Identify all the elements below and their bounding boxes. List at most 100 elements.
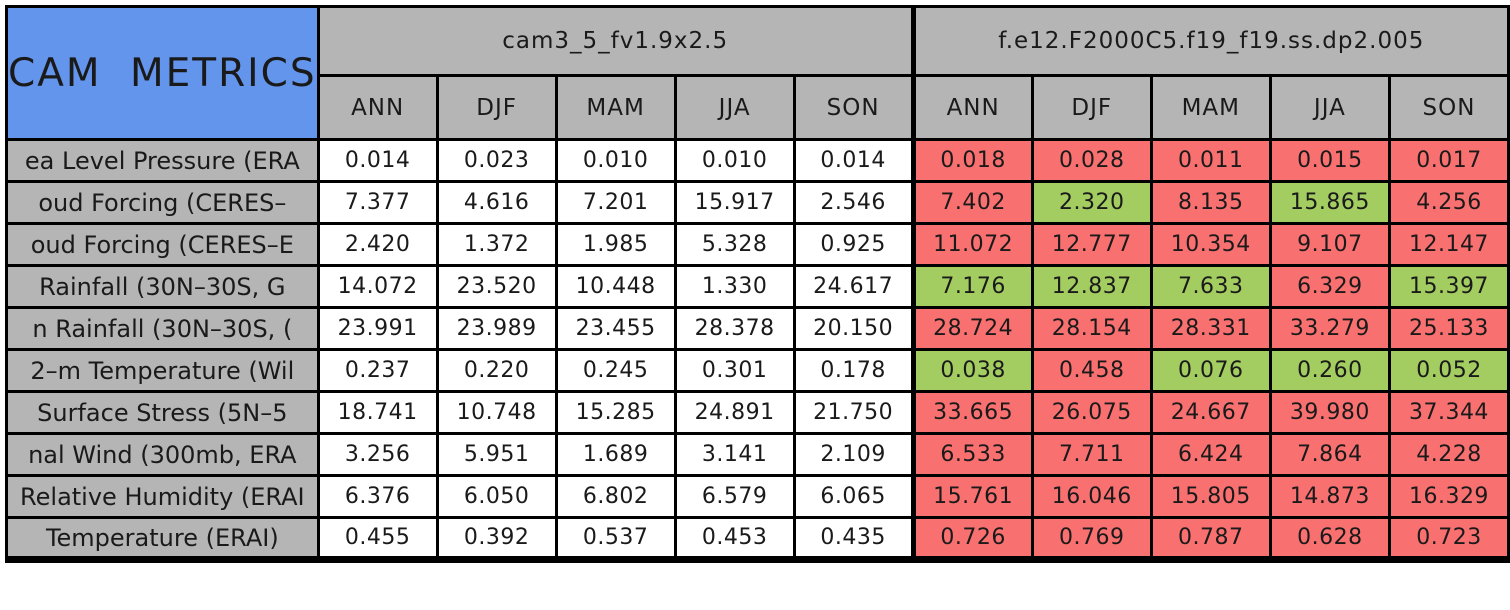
cell-g2-son: 0.723	[1387, 516, 1510, 561]
cell-g1-mam: 15.285	[554, 390, 677, 435]
cell-g2-djf: 26.075	[1030, 390, 1153, 435]
cell-g1-son: 20.150	[792, 306, 915, 351]
table-row: Surface Stress (5N–5 18.741 10.748 15.285 24…	[5, 390, 1510, 435]
row-label: Surface Stress (5N–5	[5, 390, 320, 435]
group-header-test-run: f.e12.F2000C5.f19_f19.ss.dp2.005	[910, 5, 1510, 77]
cell-g1-mam: 6.802	[554, 474, 677, 519]
cell-g1-ann: 2.420	[316, 222, 439, 267]
cell-g1-djf: 23.520	[435, 264, 558, 309]
cell-g2-jja: 14.873	[1268, 474, 1391, 519]
table-body: ea Level Pressure (ERA 0.014 0.023 0.010 0.0…	[5, 138, 1510, 561]
cell-g2-mam: 7.633	[1149, 264, 1272, 309]
cell-g1-jja: 28.378	[673, 306, 796, 351]
cell-g1-djf: 0.392	[435, 516, 558, 561]
cell-g1-son: 2.546	[792, 180, 915, 225]
cell-g2-ann: 28.724	[910, 306, 1034, 351]
season-header-g2-ann: ANN	[910, 74, 1034, 141]
cell-g1-jja: 5.328	[673, 222, 796, 267]
season-header-row: ANN DJF MAM JJA SON ANN DJF MAM JJA SON	[7, 74, 1510, 141]
table-row: ea Level Pressure (ERA 0.014 0.023 0.010 0.0…	[5, 138, 1510, 183]
cell-g1-ann: 6.376	[316, 474, 439, 519]
cell-g2-mam: 15.805	[1149, 474, 1272, 519]
cell-g2-son: 12.147	[1387, 222, 1510, 267]
cell-g2-ann: 33.665	[910, 390, 1034, 435]
cell-g2-son: 0.052	[1387, 348, 1510, 393]
cell-g1-djf: 6.050	[435, 474, 558, 519]
season-header-g2-djf: DJF	[1030, 74, 1153, 141]
cell-g2-djf: 2.320	[1030, 180, 1153, 225]
cell-g1-ann: 0.237	[316, 348, 439, 393]
cell-g2-jja: 39.980	[1268, 390, 1391, 435]
cell-g2-mam: 0.076	[1149, 348, 1272, 393]
cell-g1-djf: 0.220	[435, 348, 558, 393]
cell-g1-son: 24.617	[792, 264, 915, 309]
group-header-row: CAM METRICS cam3_5_fv1.9x2.5 f.e12.F2000…	[5, 5, 1510, 141]
cell-g1-jja: 6.579	[673, 474, 796, 519]
cell-g2-ann: 0.038	[910, 348, 1034, 393]
cell-g1-mam: 7.201	[554, 180, 677, 225]
season-header-g2-jja: JJA	[1268, 74, 1391, 141]
cell-g1-djf: 23.989	[435, 306, 558, 351]
cell-g1-mam: 0.245	[554, 348, 677, 393]
table-row: Temperature (ERAI) 0.455 0.392 0.537 0.453 0.…	[5, 516, 1510, 561]
season-header-g1-jja: JJA	[673, 74, 796, 141]
cell-g2-jja: 0.628	[1268, 516, 1391, 561]
cell-g2-ann: 0.726	[910, 516, 1034, 561]
cell-g2-ann: 7.176	[910, 264, 1034, 309]
cell-g1-mam: 0.537	[554, 516, 677, 561]
row-label: Temperature (ERAI)	[5, 516, 320, 561]
cell-g2-mam: 24.667	[1149, 390, 1272, 435]
cell-g1-son: 6.065	[792, 474, 915, 519]
cell-g2-jja: 15.865	[1268, 180, 1391, 225]
cell-g1-ann: 7.377	[316, 180, 439, 225]
cell-g1-djf: 1.372	[435, 222, 558, 267]
table-row: Rainfall (30N–30S, G 14.072 23.520 10.448 1.…	[5, 264, 1510, 309]
cell-g2-mam: 10.354	[1149, 222, 1272, 267]
cell-g2-son: 4.228	[1387, 432, 1510, 477]
cell-g2-ann: 0.018	[910, 138, 1034, 183]
cell-g2-son: 4.256	[1387, 180, 1510, 225]
cell-g2-djf: 16.046	[1030, 474, 1153, 519]
row-label: Relative Humidity (ERAI	[5, 474, 320, 519]
cell-g1-djf: 10.748	[435, 390, 558, 435]
cell-g1-ann: 0.455	[316, 516, 439, 561]
cell-g1-mam: 1.985	[554, 222, 677, 267]
cell-g2-jja: 0.015	[1268, 138, 1391, 183]
table-row: Relative Humidity (ERAI 6.376 6.050 6.802 6.…	[5, 474, 1510, 519]
cell-g1-ann: 0.014	[316, 138, 439, 183]
cell-g2-mam: 6.424	[1149, 432, 1272, 477]
row-label: oud Forcing (CERES–E	[5, 222, 320, 267]
cell-g1-djf: 0.023	[435, 138, 558, 183]
row-label: nal Wind (300mb, ERA	[5, 432, 320, 477]
cell-g1-ann: 14.072	[316, 264, 439, 309]
season-header-g2-son: SON	[1387, 74, 1510, 141]
season-header-g1-son: SON	[792, 74, 915, 141]
table-row: nal Wind (300mb, ERA 3.256 5.951 1.689 3.141…	[5, 432, 1510, 477]
cell-g1-ann: 23.991	[316, 306, 439, 351]
group-header-baseline-run: cam3_5_fv1.9x2.5	[316, 5, 915, 77]
table-row: oud Forcing (CERES–E 2.420 1.372 1.985 5.328…	[5, 222, 1510, 267]
cell-g1-mam: 1.689	[554, 432, 677, 477]
cell-g1-ann: 3.256	[316, 432, 439, 477]
row-label: n Rainfall (30N–30S, (	[5, 306, 320, 351]
cell-g2-djf: 12.777	[1030, 222, 1153, 267]
cell-g1-jja: 15.917	[673, 180, 796, 225]
cell-g2-djf: 0.458	[1030, 348, 1153, 393]
cell-g1-djf: 5.951	[435, 432, 558, 477]
cell-g1-jja: 0.453	[673, 516, 796, 561]
cell-g1-jja: 0.301	[673, 348, 796, 393]
cell-g2-ann: 7.402	[910, 180, 1034, 225]
cell-g1-son: 21.750	[792, 390, 915, 435]
cell-g1-jja: 3.141	[673, 432, 796, 477]
cell-g1-son: 0.178	[792, 348, 915, 393]
cell-g2-son: 37.344	[1387, 390, 1510, 435]
cell-g1-son: 0.925	[792, 222, 915, 267]
season-header-g1-mam: MAM	[554, 74, 677, 141]
row-label: oud Forcing (CERES–	[5, 180, 320, 225]
season-header-g2-mam: MAM	[1149, 74, 1272, 141]
cell-g1-mam: 0.010	[554, 138, 677, 183]
cell-g1-ann: 18.741	[316, 390, 439, 435]
cell-g1-jja: 0.010	[673, 138, 796, 183]
row-label: Rainfall (30N–30S, G	[5, 264, 320, 309]
